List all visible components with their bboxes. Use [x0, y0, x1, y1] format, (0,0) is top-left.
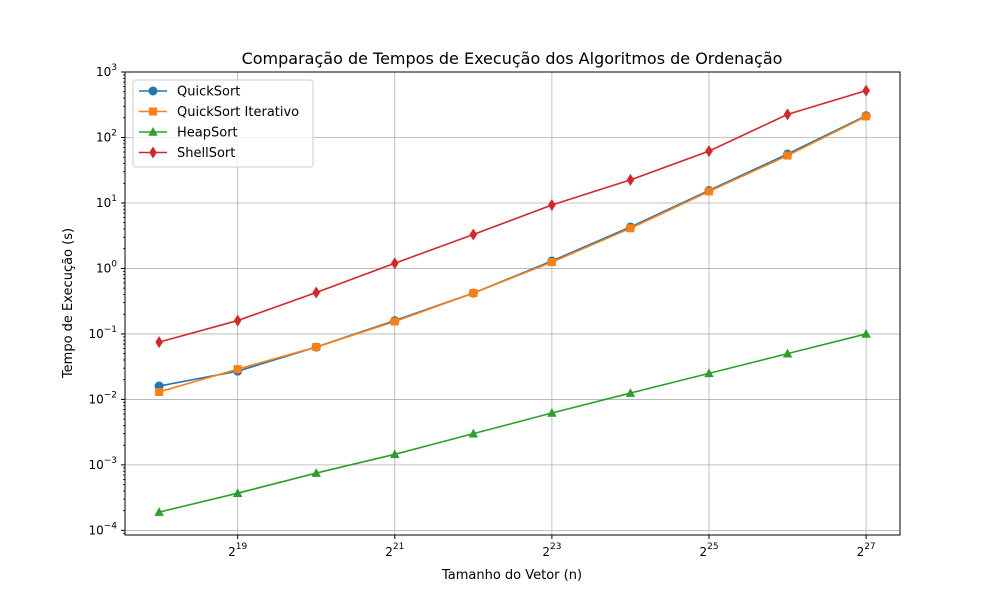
- y-axis: 10−4 10−3 10−2 10−1 100 101 102 103: [88, 63, 125, 537]
- data-point: [390, 317, 399, 326]
- data-point: [547, 408, 557, 417]
- data-point: [548, 199, 556, 212]
- data-point: [469, 289, 478, 298]
- x-tick-label: 219: [228, 542, 247, 559]
- data-point: [626, 173, 635, 186]
- series-shellsort: [155, 84, 870, 349]
- series-quicksort-iterativo: [155, 112, 871, 396]
- series-heapsort: [154, 328, 871, 516]
- y-tick-label: 10−1: [88, 325, 117, 341]
- y-tick-label: 10−2: [88, 390, 117, 406]
- data-point: [154, 507, 164, 516]
- legend-label: HeapSort: [177, 126, 238, 141]
- plot-frame: [124, 71, 901, 536]
- legend: QuickSort QuickSort Iterativo HeapSort Shel…: [132, 79, 314, 168]
- data-point: [468, 428, 479, 438]
- data-point: [311, 468, 321, 477]
- data-point: [862, 84, 870, 97]
- series-line: [158, 89, 867, 343]
- legend-item: QuickSort: [139, 85, 240, 100]
- x-axis: 219 221 223 225 227: [228, 535, 876, 559]
- data-point: [155, 336, 163, 349]
- data-point: [782, 348, 793, 358]
- y-tick-label: 10−4: [88, 521, 117, 537]
- data-point: [469, 228, 478, 241]
- data-point: [783, 108, 792, 121]
- legend-label: QuickSort: [177, 85, 240, 100]
- data-point: [861, 328, 871, 338]
- legend-marker: [149, 107, 157, 116]
- legend-marker: [148, 86, 158, 96]
- data-point: [155, 387, 164, 396]
- legend-item: HeapSort: [139, 126, 238, 141]
- data-point: [232, 488, 243, 497]
- data-point: [704, 368, 714, 378]
- y-tick-label: 100: [96, 259, 117, 275]
- legend-marker: [149, 146, 157, 159]
- data-point: [626, 224, 635, 233]
- x-axis-label: Tamanho do Vetor (n): [441, 568, 582, 583]
- y-tick-label: 101: [96, 194, 117, 210]
- series-line: [158, 115, 867, 393]
- x-tick-label: 225: [699, 542, 718, 559]
- data-point: [862, 112, 871, 121]
- series-line: [158, 333, 867, 513]
- data-point: [705, 187, 714, 196]
- data-point: [547, 258, 556, 267]
- legend-box: [132, 79, 314, 168]
- y-tick-label: 102: [96, 128, 117, 144]
- data-point: [705, 145, 713, 158]
- data-point: [783, 151, 792, 160]
- data-point: [625, 388, 636, 397]
- legend-label: ShellSort: [177, 146, 235, 161]
- y-tick-label: 103: [96, 63, 117, 79]
- x-tick-label: 221: [385, 542, 404, 559]
- legend-label: QuickSort Iterativo: [177, 105, 299, 120]
- legend-item: ShellSort: [139, 146, 235, 161]
- x-tick-label: 223: [542, 542, 561, 559]
- y-tick-label: 10−3: [88, 456, 117, 472]
- x-tick-label: 227: [857, 542, 876, 559]
- data-point: [312, 286, 321, 299]
- chart-title: Comparação de Tempos de Execução dos Alg…: [242, 49, 783, 68]
- data-point: [390, 449, 400, 459]
- data-point: [390, 257, 399, 270]
- data-point: [233, 365, 242, 374]
- data-point: [233, 314, 242, 327]
- series-layer: [154, 84, 871, 516]
- legend-marker: [148, 127, 158, 136]
- y-axis-label: Tempo de Execução (s): [61, 228, 76, 379]
- data-point: [312, 343, 321, 352]
- legend-item: QuickSort Iterativo: [139, 105, 299, 120]
